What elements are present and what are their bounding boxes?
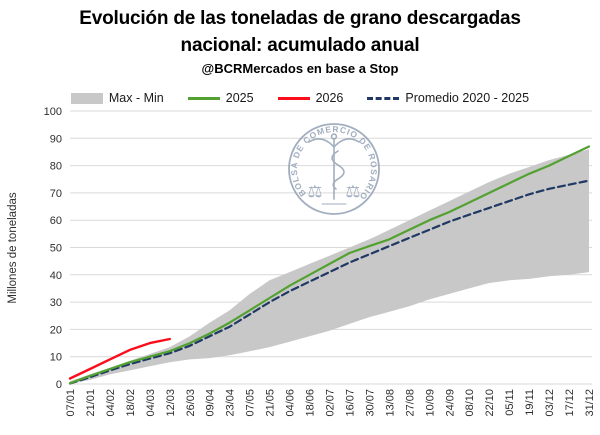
x-tick-label: 24/09 [444,389,456,417]
y-tick-label: 10 [50,352,62,364]
band-polygon [70,149,589,384]
line-chart: BOLSA DE COMERCIO DE ROSARIO ⚖ ⚖ 0 10 20 30… [0,0,600,435]
x-tick-label: 07/01 [65,389,77,417]
y-tick-label: 0 [56,379,62,391]
scales-left-icon: ⚖ [307,182,322,202]
x-tick-label: 21/01 [85,389,97,417]
x-tick-label: 03/12 [544,389,556,417]
x-tick-label: 10/09 [424,389,436,417]
y-axis-title: Millones de toneladas [7,192,19,303]
x-tick-label: 26/03 [185,389,197,417]
x-tick-label: 22/10 [484,389,496,417]
y-tick-label: 80 [50,161,62,173]
y-tick-label: 70 [50,188,62,200]
x-tick-label: 21/05 [265,389,277,417]
max-min-band [70,149,589,384]
y-tick-label: 100 [44,106,62,118]
chart-window: Evolución de las toneladas de grano desc… [0,0,600,435]
x-tick-label: 02/07 [325,389,337,417]
y-tick-label: 30 [50,297,62,309]
x-tick-label: 05/11 [504,389,516,416]
x-tick-label: 31/12 [584,389,596,417]
x-tick-label: 30/07 [364,389,376,417]
x-tick-label: 18/06 [305,389,317,417]
x-tick-label: 04/03 [145,389,157,417]
x-tick-label: 09/04 [205,389,217,417]
y-tick-label: 20 [50,324,62,336]
x-tick-label: 12/03 [165,389,177,417]
x-tick-label: 19/11 [524,389,536,416]
y-tick-label: 60 [50,215,62,227]
bcr-watermark-seal: BOLSA DE COMERCIO DE ROSARIO ⚖ ⚖ [289,124,379,214]
scales-right-icon: ⚖ [345,182,360,202]
x-tick-label: 07/05 [245,389,257,417]
x-tick-label: 17/12 [564,389,576,417]
x-tick-label: 18/02 [125,389,137,417]
y-tick-label: 90 [50,133,62,145]
x-tick-label: 23/04 [225,389,237,417]
x-tick-label: 08/10 [464,389,476,417]
x-tick-label: 13/08 [384,389,396,417]
x-tick-label: 04/02 [105,389,117,417]
y-tick-label: 50 [50,243,62,255]
x-tick-label: 16/07 [345,389,357,417]
x-tick-label: 04/06 [285,389,297,417]
x-tick-label: 27/08 [404,389,416,417]
y-tick-label: 40 [50,270,62,282]
